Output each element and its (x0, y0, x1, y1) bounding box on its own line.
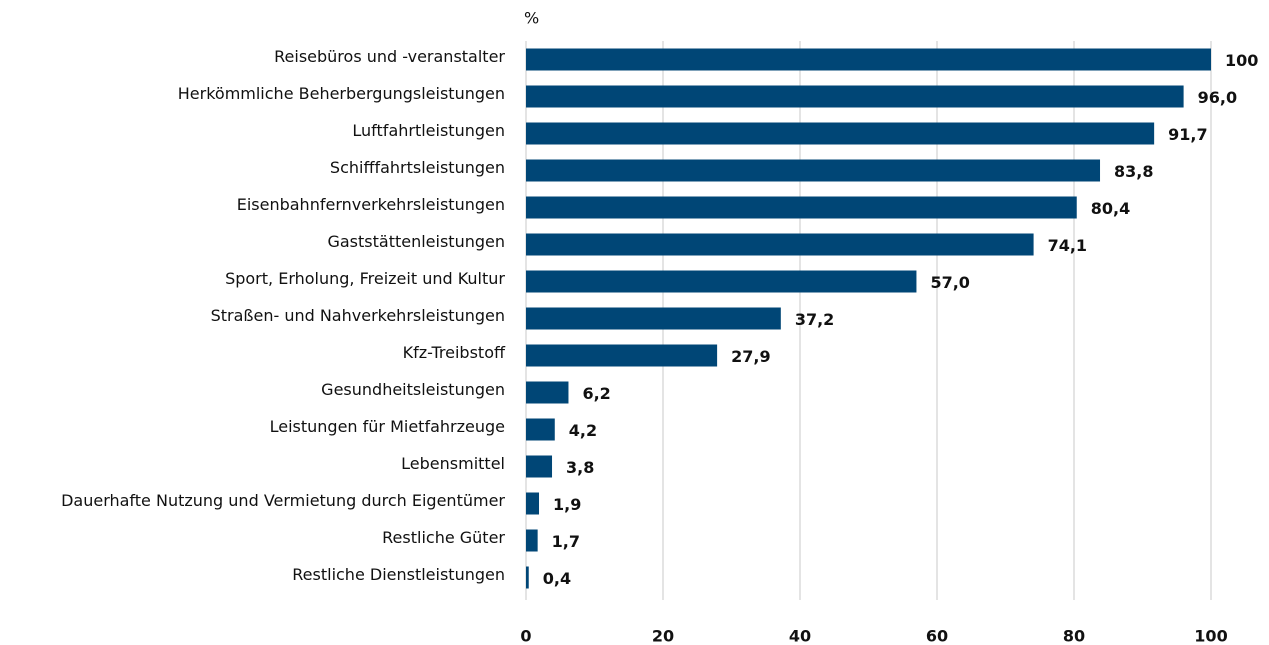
bar (526, 418, 555, 441)
category-label: Eisenbahnfernverkehrsleistungen (237, 195, 505, 214)
category-label: Restliche Güter (382, 528, 505, 547)
category-label: Kfz-Treibstoff (403, 343, 506, 362)
bar (526, 529, 538, 552)
bar (526, 455, 553, 478)
value-label: 3,8 (566, 458, 594, 477)
category-label: Lebensmittel (401, 454, 505, 473)
value-label: 83,8 (1114, 162, 1153, 181)
x-tick-label: 100 (1194, 627, 1227, 645)
value-label: 1,7 (552, 532, 580, 551)
bar (526, 307, 781, 330)
value-label: 6,2 (582, 384, 610, 403)
bar (526, 344, 718, 367)
value-label: 80,4 (1091, 199, 1130, 218)
value-label: 27,9 (731, 347, 770, 366)
bar (526, 196, 1077, 219)
x-tick-label: 0 (520, 627, 531, 645)
value-label: 4,2 (569, 421, 597, 440)
bar (526, 159, 1101, 182)
value-label: 100 (1225, 51, 1258, 70)
bar (526, 233, 1034, 256)
value-label: 74,1 (1048, 236, 1087, 255)
category-label: Gaststättenleistungen (327, 232, 505, 251)
category-label: Dauerhafte Nutzung und Vermietung durch … (61, 491, 505, 510)
value-label: 1,9 (553, 495, 581, 514)
category-label: Sport, Erholung, Freizeit und Kultur (225, 269, 505, 288)
x-tick-label: 20 (652, 627, 674, 645)
x-tick-label: 80 (1063, 627, 1085, 645)
bar (526, 270, 917, 293)
value-label: 37,2 (795, 310, 834, 329)
bar (526, 381, 569, 404)
category-label: Leistungen für Mietfahrzeuge (270, 417, 505, 436)
value-label: 0,4 (543, 569, 571, 588)
category-label: Herkömmliche Beherbergungsleistungen (178, 84, 505, 103)
category-label: Reisebüros und -veranstalter (274, 47, 505, 66)
bar (526, 122, 1155, 145)
bar (526, 85, 1184, 108)
axis-label: % (524, 9, 539, 28)
category-label: Schifffahrtsleistungen (330, 158, 505, 177)
bar (526, 492, 540, 515)
category-label: Luftfahrtleistungen (352, 121, 505, 140)
category-label: Gesundheitsleistungen (321, 380, 505, 399)
bar (526, 48, 1211, 71)
category-label: Restliche Dienstleistungen (292, 565, 505, 584)
value-label: 57,0 (930, 273, 969, 292)
x-tick-label: 40 (789, 627, 811, 645)
value-label: 91,7 (1168, 125, 1207, 144)
category-label: Straßen- und Nahverkehrsleistungen (211, 306, 505, 325)
bar (526, 566, 529, 589)
x-tick-label: 60 (926, 627, 948, 645)
value-label: 96,0 (1198, 88, 1237, 107)
